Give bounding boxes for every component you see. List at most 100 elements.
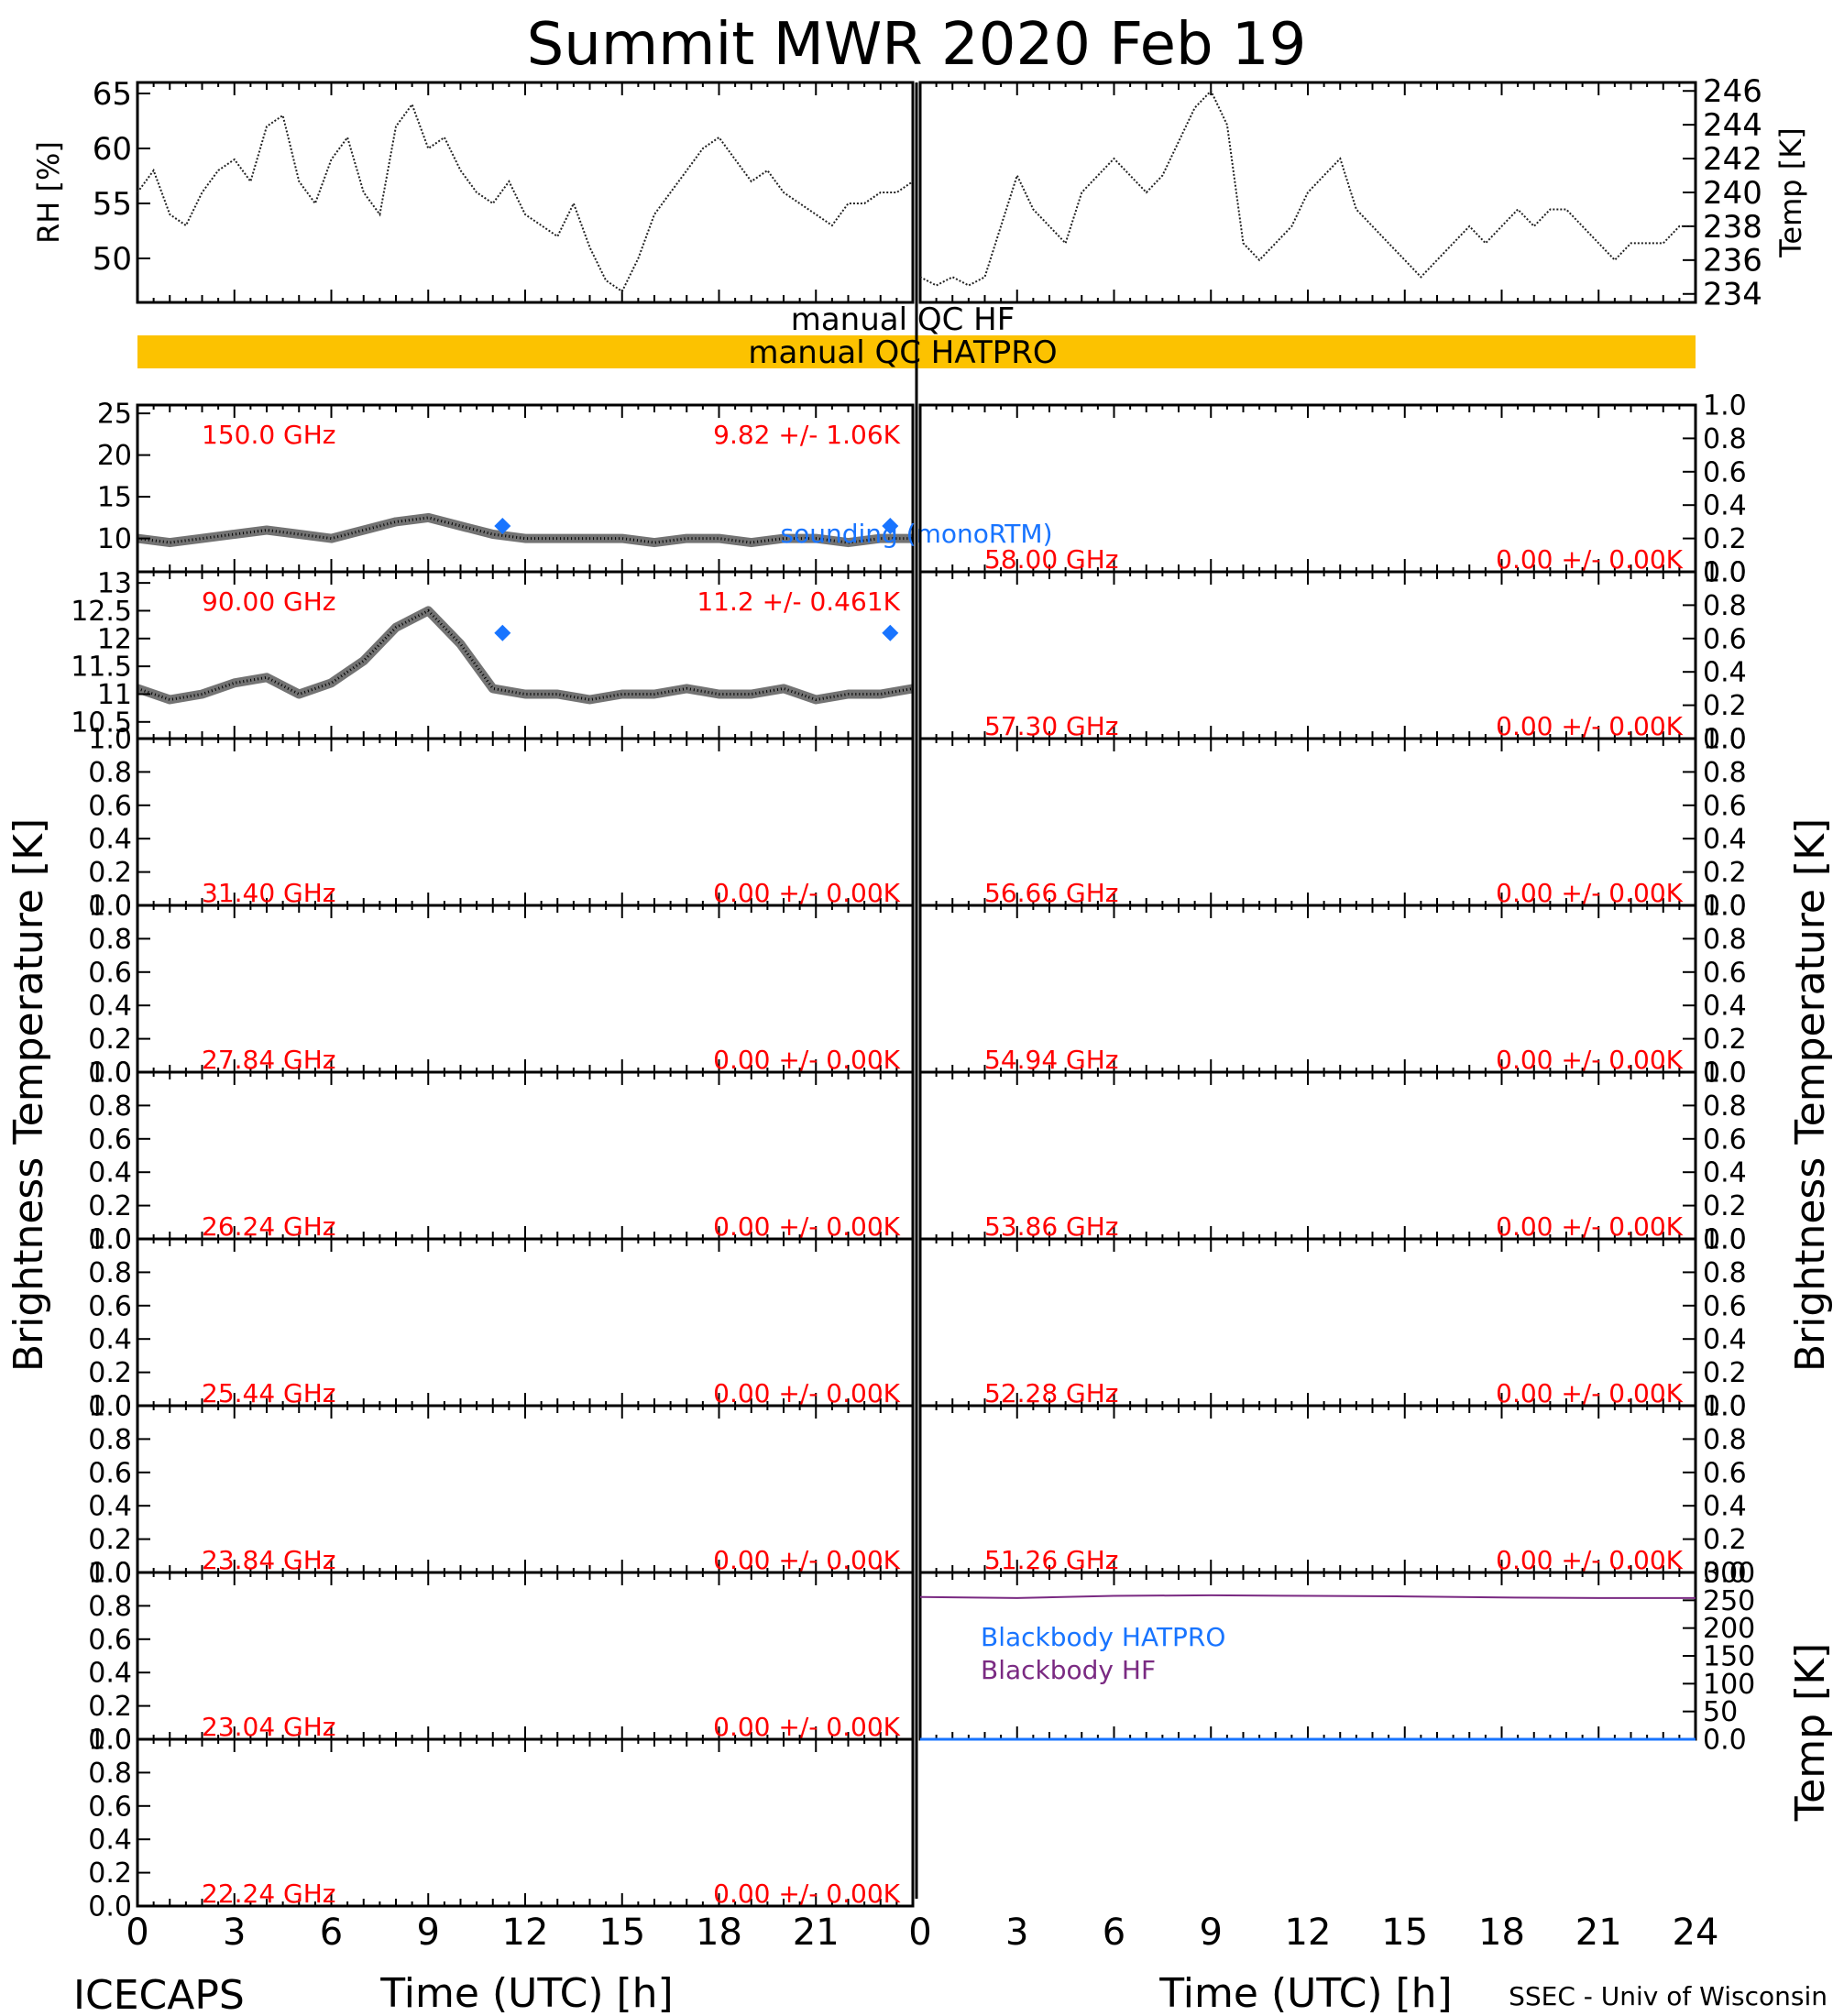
y-tick-label: 0.6 xyxy=(1703,790,1747,822)
panel-left-7: 0.00.20.40.60.81.023.84 GHz 0.00 +/- 0.00… xyxy=(88,1391,915,1590)
y-tick-label: 242 xyxy=(1703,141,1762,178)
time-tick-label: 18 xyxy=(696,1912,742,1954)
y-tick-label: 0.4 xyxy=(88,1157,132,1189)
y-tick-label: 0.4 xyxy=(1703,1324,1747,1356)
y-tick-label: 0.4 xyxy=(88,991,132,1023)
time-tick-label: 15 xyxy=(1381,1912,1428,1954)
y-tick-label: 1.0 xyxy=(1703,557,1747,589)
frequency-label: 25.44 GHz xyxy=(202,1378,336,1408)
y-tick-label: 12 xyxy=(97,623,132,655)
y-tick-label: 1.0 xyxy=(88,1725,132,1757)
y-tick-label: 0.0 xyxy=(1703,1057,1747,1090)
panel-left-9: 0.00.20.40.60.81.022.24 GHz 0.00 +/- 0.00… xyxy=(88,1725,915,1923)
legend-blackbody-hf: Blackbody HF xyxy=(981,1655,1156,1685)
y-tick-label: 1.0 xyxy=(88,891,132,923)
time-tick-label: 0 xyxy=(908,1912,931,1954)
y-tick-label: 0.6 xyxy=(88,957,132,989)
tb-trace-band xyxy=(136,606,914,705)
y-tick-label: 10.5 xyxy=(71,707,132,739)
time-axis-label-left: Time (UTC) [h] xyxy=(379,1970,673,2016)
sounding-marker xyxy=(882,517,899,534)
y-tick-label: 0.8 xyxy=(88,1257,132,1289)
y-tick-label: 0.4 xyxy=(1703,991,1747,1023)
y-tick-label: 0.0 xyxy=(88,891,132,923)
panel-left-4: 0.00.20.40.60.81.027.84 GHz 0.00 +/- 0.00… xyxy=(88,891,915,1090)
y-tick-label: 11 xyxy=(97,679,132,711)
panel-left-3: 0.00.20.40.60.81.031.40 GHz 0.00 +/- 0.00… xyxy=(88,724,915,923)
y-tick-label: 1.0 xyxy=(1703,891,1747,923)
y-tick-label: 1.0 xyxy=(1703,1391,1747,1423)
y-tick-label: 0.8 xyxy=(1703,1257,1747,1289)
y-tick-label: 1.0 xyxy=(88,1391,132,1423)
temp-line xyxy=(919,89,1696,287)
y-tick-label: 238 xyxy=(1703,209,1762,246)
y-tick-label: 0.4 xyxy=(1703,824,1747,856)
stat-label: 0.00 +/- 0.00K xyxy=(1496,1378,1683,1408)
frequency-label: 150.0 GHz xyxy=(202,420,336,450)
y-tick-label: 0.2 xyxy=(88,1024,132,1056)
qc-hatpro-label: manual QC HATPRO xyxy=(748,334,1057,371)
y-tick-label: 0.2 xyxy=(88,1691,132,1723)
y-tick-label: 0.6 xyxy=(1703,456,1747,488)
time-axis-label-right: Time (UTC) [h] xyxy=(1158,1970,1452,2016)
rh-line xyxy=(137,102,914,293)
y-tick-label: 0.2 xyxy=(1703,1357,1747,1389)
y-tick-label: 0.2 xyxy=(1703,1190,1747,1222)
time-tick-label: 6 xyxy=(320,1912,343,1954)
y-tick-label: 0.2 xyxy=(88,1857,132,1890)
y-tick-label: 300 xyxy=(1703,1558,1755,1590)
y-tick-label: 0.6 xyxy=(88,1791,132,1823)
y-tick-label: 0.6 xyxy=(1703,1123,1747,1156)
y-tick-label: 236 xyxy=(1703,243,1762,279)
y-tick-label: 55 xyxy=(93,186,132,223)
y-tick-label: 10 xyxy=(97,523,132,555)
brightness-temp-left-label: Brightness Temperature [K] xyxy=(5,818,52,1372)
panel-right-7: 0.00.20.40.60.81.051.26 GHz 0.00 +/- 0.00… xyxy=(918,1391,1747,1590)
sounding-marker xyxy=(882,624,899,641)
y-tick-label: 60 xyxy=(93,131,132,168)
footer-left: ICECAPS xyxy=(73,1972,245,2016)
y-tick-label: 0.2 xyxy=(88,1524,132,1556)
y-tick-label: 1.0 xyxy=(1703,724,1747,756)
y-tick-label: 0.4 xyxy=(88,1324,132,1356)
y-tick-label: 0.4 xyxy=(88,1824,132,1857)
legend-blackbody-hatpro: Blackbody HATPRO xyxy=(981,1622,1225,1652)
y-tick-label: 0.4 xyxy=(88,1658,132,1690)
y-tick-label: 0.0 xyxy=(88,1891,132,1923)
stat-label: 0.00 +/- 0.00K xyxy=(1496,544,1683,575)
blackbody-temp-axis-label: Temp [K] xyxy=(1787,1643,1833,1822)
frequency-label: 26.24 GHz xyxy=(202,1211,336,1242)
y-tick-label: 0.2 xyxy=(1703,523,1747,555)
y-tick-label: 0.0 xyxy=(1703,891,1747,923)
stat-label: 0.00 +/- 0.00K xyxy=(713,1378,900,1408)
y-tick-label: 1.0 xyxy=(88,1224,132,1256)
y-tick-label: 0.0 xyxy=(1703,1558,1747,1590)
time-tick-label: 9 xyxy=(1200,1912,1223,1954)
frequency-label: 53.86 GHz xyxy=(984,1211,1119,1242)
frequency-label: 23.84 GHz xyxy=(202,1545,336,1575)
y-tick-label: 0.6 xyxy=(1703,1290,1747,1322)
frequency-label: 90.00 GHz xyxy=(202,586,336,617)
y-tick-label: 0.4 xyxy=(88,824,132,856)
time-tick-label: 12 xyxy=(1285,1912,1332,1954)
stat-label: 0.00 +/- 0.00K xyxy=(713,1712,900,1742)
y-tick-label: 0.8 xyxy=(88,1591,132,1623)
stat-label: 0.00 +/- 0.00K xyxy=(1496,1045,1683,1075)
panel-left-6: 0.00.20.40.60.81.025.44 GHz 0.00 +/- 0.00… xyxy=(88,1224,915,1423)
y-tick-label: 0.8 xyxy=(1703,757,1747,789)
frequency-label: 54.94 GHz xyxy=(984,1045,1119,1075)
y-tick-label: 0.2 xyxy=(88,1357,132,1389)
y-tick-label: 0.2 xyxy=(1703,857,1747,889)
frequency-label: 56.66 GHz xyxy=(984,878,1119,908)
time-tick-label: 21 xyxy=(793,1912,840,1954)
y-tick-label: 0.0 xyxy=(88,1725,132,1757)
y-tick-label: 0.6 xyxy=(88,1457,132,1489)
panel-right-2: 0.00.20.40.60.81.057.30 GHz 0.00 +/- 0.00… xyxy=(918,557,1747,756)
y-tick-label: 0.6 xyxy=(88,790,132,822)
y-tick-label: 0.6 xyxy=(1703,957,1747,989)
y-tick-label: 0.0 xyxy=(88,1057,132,1090)
tb-trace-band xyxy=(137,512,913,548)
stat-label: 9.82 +/- 1.06K xyxy=(713,420,900,450)
